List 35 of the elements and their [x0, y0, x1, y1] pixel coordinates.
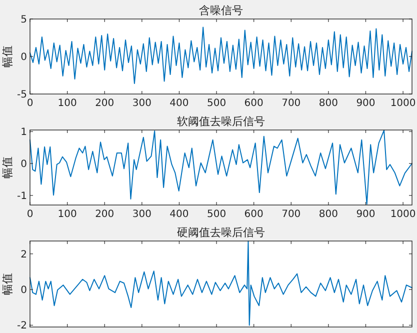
chart-title: 含噪信号 — [199, 4, 243, 17]
y-axis-title: 幅值 — [1, 273, 14, 295]
x-tick-label: 700 — [282, 209, 301, 220]
x-tick-label: 1000 — [390, 209, 416, 220]
x-tick-label: 400 — [170, 209, 189, 220]
x-tick-label: 900 — [356, 209, 376, 220]
y-tick-label: -2 — [17, 320, 27, 332]
y-axis-title: 幅值 — [1, 46, 14, 68]
y-tick-label: 0 — [20, 52, 27, 63]
x-tick-label: 400 — [170, 98, 189, 109]
x-tick-label: 600 — [244, 98, 264, 109]
x-tick-label: 900 — [356, 98, 376, 109]
y-tick-label: 0 — [20, 285, 27, 296]
x-tick-label: 200 — [95, 209, 114, 220]
chart-title: 软阈值去噪后信号 — [177, 115, 265, 128]
x-tick-label: 500 — [206, 98, 226, 109]
x-tick-label: 700 — [282, 98, 301, 109]
y-tick-label: 2 — [20, 249, 27, 260]
y-tick-label: -5 — [17, 90, 27, 100]
chart-title: 硬阈值去噪后信号 — [177, 226, 265, 239]
y-tick-label: 1 — [20, 127, 27, 138]
y-tick-label: -1 — [17, 190, 27, 202]
x-tick-label: 100 — [58, 98, 77, 109]
y-tick-label: 0 — [20, 159, 27, 170]
x-tick-label: 800 — [318, 209, 338, 220]
x-tick-label: 500 — [206, 209, 226, 220]
x-tick-label: 200 — [95, 98, 114, 109]
x-tick-label: 300 — [132, 98, 152, 109]
x-tick-label: 300 — [132, 209, 152, 220]
x-tick-label: 600 — [244, 209, 264, 220]
y-tick-label: 5 — [20, 14, 27, 26]
y-axis-title: 幅值 — [1, 156, 14, 178]
x-tick-label: 100 — [58, 209, 77, 220]
x-tick-label: 1000 — [390, 98, 416, 109]
x-tick-label: 800 — [318, 98, 338, 109]
